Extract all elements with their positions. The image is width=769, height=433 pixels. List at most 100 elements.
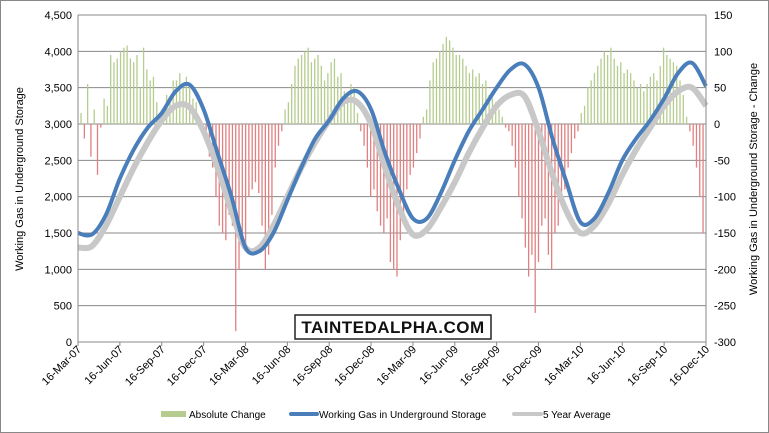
- change-bar: [126, 45, 128, 124]
- change-bar: [376, 124, 378, 212]
- change-bar: [458, 54, 461, 124]
- y-left-tick-label: 3,000: [44, 119, 72, 131]
- change-bar: [261, 124, 263, 226]
- x-tick-label: 16-Mar-09: [375, 344, 419, 388]
- y-right-tick-label: 50: [714, 83, 726, 95]
- change-bar: [267, 124, 270, 255]
- change-bar: [343, 91, 345, 124]
- change-bar: [649, 76, 652, 124]
- change-bar: [567, 124, 569, 168]
- change-bar: [156, 102, 158, 124]
- legend-label-change: Absolute Change: [189, 410, 266, 421]
- x-tick-label: 16-Mar-07: [40, 344, 84, 388]
- legend-swatch-change: [161, 411, 186, 417]
- change-bar: [317, 54, 319, 124]
- change-bar: [284, 109, 286, 124]
- change-bar: [610, 47, 612, 125]
- change-bar: [139, 87, 141, 124]
- change-bar: [113, 62, 115, 124]
- change-bar: [231, 124, 234, 226]
- change-bar: [314, 58, 316, 124]
- change-bar: [116, 58, 118, 124]
- change-bar: [248, 124, 250, 197]
- change-bar: [629, 73, 632, 124]
- change-bar: [360, 124, 362, 132]
- change-bar: [551, 124, 553, 270]
- x-tick-label: 16-Mar-08: [207, 344, 251, 388]
- change-bar: [291, 84, 293, 124]
- change-bar: [422, 116, 424, 124]
- change-bar: [399, 124, 401, 241]
- change-bar: [587, 87, 589, 124]
- change-bar: [580, 113, 582, 124]
- change-bar: [142, 47, 145, 125]
- change-bar: [626, 69, 629, 124]
- change-bar: [100, 124, 102, 128]
- change-bar: [179, 73, 181, 124]
- change-bar: [560, 124, 563, 197]
- change-bar: [333, 58, 336, 124]
- change-bar: [412, 124, 415, 168]
- change-bar: [185, 76, 188, 124]
- change-bar: [448, 40, 451, 124]
- x-tick-label: 16-Sep-10: [625, 344, 670, 389]
- change-bar: [238, 124, 240, 270]
- change-bar: [373, 124, 375, 190]
- change-bar: [432, 62, 434, 124]
- change-bar: [689, 124, 691, 132]
- change-bar: [110, 54, 112, 124]
- change-bar: [646, 84, 648, 124]
- change-bar: [297, 58, 299, 124]
- change-bar: [86, 84, 89, 124]
- change-bar: [514, 124, 517, 168]
- change-bar: [119, 51, 122, 125]
- change-bar: [633, 80, 635, 124]
- change-bar: [472, 69, 474, 124]
- change-bar: [475, 76, 477, 124]
- y-right-tick-label: -250: [714, 301, 736, 313]
- change-bar: [564, 124, 566, 190]
- change-bar: [228, 124, 230, 215]
- storage-line: [77, 60, 708, 256]
- x-tick-label: 16-Sep-09: [458, 344, 503, 389]
- change-bar: [83, 124, 85, 139]
- y-left-tick-label: 3,500: [44, 83, 72, 95]
- change-bar: [277, 124, 280, 146]
- change-bar: [323, 80, 326, 124]
- y-left-tick-label: 1,500: [44, 228, 72, 240]
- change-bar: [547, 124, 550, 255]
- change-bar: [495, 102, 497, 124]
- change-bar: [508, 124, 510, 132]
- change-bar: [574, 124, 576, 139]
- change-bar: [702, 124, 704, 233]
- change-bar: [350, 84, 352, 124]
- change-bar: [699, 124, 701, 197]
- change-bar: [271, 124, 273, 215]
- change-bar: [544, 124, 546, 219]
- change-bar: [136, 54, 138, 124]
- change-bar: [445, 36, 448, 124]
- x-tick-label: 16-Dec-10: [667, 344, 712, 389]
- change-bar: [304, 51, 306, 125]
- change-bar: [511, 124, 513, 146]
- change-bar: [264, 124, 266, 270]
- change-bar: [478, 73, 480, 124]
- change-bar: [346, 102, 349, 124]
- change-bar: [307, 47, 309, 125]
- change-bar: [504, 124, 507, 128]
- x-tick-label: 16-Jun-07: [82, 344, 126, 388]
- x-tick-label: 16-Dec-07: [165, 344, 210, 389]
- change-bar: [425, 109, 428, 124]
- right-axis-title: Working Gas in Underground Storage - Cha…: [748, 63, 760, 295]
- change-bar: [379, 124, 382, 226]
- change-bar: [518, 124, 520, 197]
- change-bar: [695, 124, 698, 168]
- gridlines: [78, 14, 706, 343]
- y-right-tick-label: 0: [714, 119, 720, 131]
- change-bar: [606, 54, 609, 124]
- change-bar: [597, 65, 599, 124]
- change-bar: [370, 124, 372, 197]
- change-bar: [620, 62, 622, 124]
